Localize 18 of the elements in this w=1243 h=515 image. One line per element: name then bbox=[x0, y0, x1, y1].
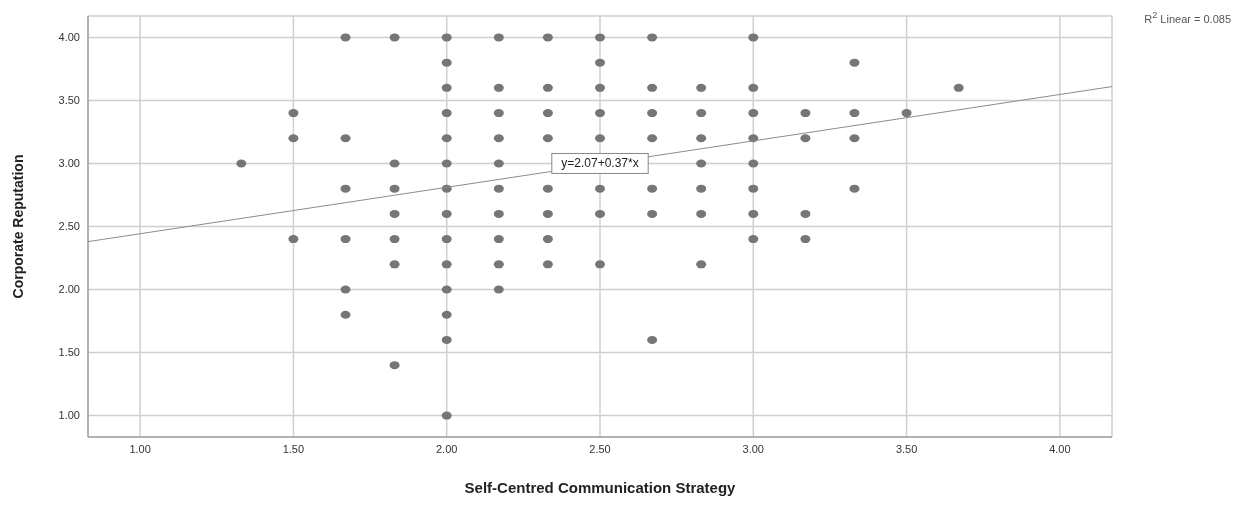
x-tick-label: 3.00 bbox=[742, 442, 764, 455]
y-tick-label: 2.50 bbox=[58, 220, 80, 233]
x-tick-label: 1.50 bbox=[282, 442, 305, 455]
y-tick-label: 2.00 bbox=[58, 283, 80, 296]
y-tick-label: 1.50 bbox=[58, 346, 80, 359]
text: R$^{2}$ Linear = 0.085 bbox=[1144, 10, 1231, 25]
x-tick-label: 1.00 bbox=[129, 442, 151, 455]
y-tick-label: 3.50 bbox=[58, 94, 80, 107]
y-axis-title: Corporate Reputation bbox=[9, 154, 26, 299]
y-tick-label: 3.00 bbox=[58, 157, 80, 170]
x-axis-title: Self-Centred Communication Strategy bbox=[464, 479, 737, 496]
x-tick-label: 2.50 bbox=[589, 442, 611, 455]
x-tick-label: 3.50 bbox=[895, 442, 918, 455]
y-tick-label: 4.00 bbox=[58, 31, 80, 44]
annotation: y=2.07+0.37*x bbox=[561, 156, 639, 171]
x-tick-label: 2.00 bbox=[436, 442, 458, 455]
x-tick-label: 4.00 bbox=[1049, 442, 1071, 455]
y-tick-label: 1.00 bbox=[58, 409, 80, 422]
